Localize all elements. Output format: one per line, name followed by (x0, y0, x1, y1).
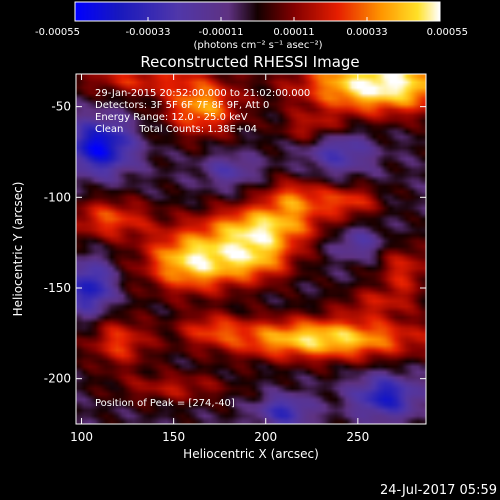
colorbar-tick-label: -0.00033 (126, 27, 171, 38)
annotation-peak-position: Position of Peak = [274,-40] (95, 398, 235, 409)
colorbar-tick-label: 0.00011 (273, 27, 314, 38)
colorbar-frame (74, 1, 441, 22)
y-axis-ticks: -50 -100 -150 -200 (44, 100, 426, 386)
colorbar-ticks: -0.00055 -0.00033 -0.00011 0.00011 0.00033 0.… (35, 17, 468, 38)
x-tick-label: 250 (346, 430, 369, 444)
x-tick-label: 200 (254, 430, 277, 444)
heatmap-image (76, 74, 426, 424)
colorbar-gradient (75, 2, 440, 21)
colorbar: -0.00055 -0.00033 -0.00011 0.00011 0.00033 0.… (35, 1, 468, 51)
y-axis-label: Heliocentric Y (arcsec) (11, 182, 25, 317)
plot-frame (75, 73, 427, 425)
annotation-block: 29-Jan-2015 20:52:00.000 to 21:02:00.000… (95, 88, 310, 409)
chart-title: Reconstructed RHESSI Image (140, 53, 359, 71)
y-tick-label: -150 (44, 281, 71, 295)
annotation-detectors: Detectors: 3F 5F 6F 7F 8F 9F, Att 0 (95, 100, 269, 111)
colorbar-tick-label: -0.00055 (35, 27, 80, 38)
x-tick-label: 100 (70, 430, 93, 444)
y-tick-label: -200 (44, 372, 71, 386)
x-axis-label: Heliocentric X (arcsec) (183, 447, 319, 461)
x-tick-label: 150 (162, 430, 185, 444)
colorbar-tick-label: -0.00011 (199, 27, 244, 38)
colorbar-tick-label: 0.00055 (427, 27, 468, 38)
colorbar-unit-label: (photons cm⁻² s⁻¹ asec⁻²) (193, 40, 322, 51)
annotation-energy-range: Energy Range: 12.0 - 25.0 keV (95, 112, 248, 123)
colorbar-tick-label: 0.00033 (346, 27, 387, 38)
x-axis-ticks: 100 150 200 250 (70, 74, 369, 444)
y-tick-label: -50 (51, 100, 71, 114)
annotation-clean-counts: Clean Total Counts: 1.38E+04 (95, 124, 257, 135)
footer-timestamp: 24-Jul-2017 05:59 (380, 483, 497, 498)
y-tick-label: -100 (44, 190, 71, 204)
annotation-time-range: 29-Jan-2015 20:52:00.000 to 21:02:00.000 (95, 88, 310, 99)
